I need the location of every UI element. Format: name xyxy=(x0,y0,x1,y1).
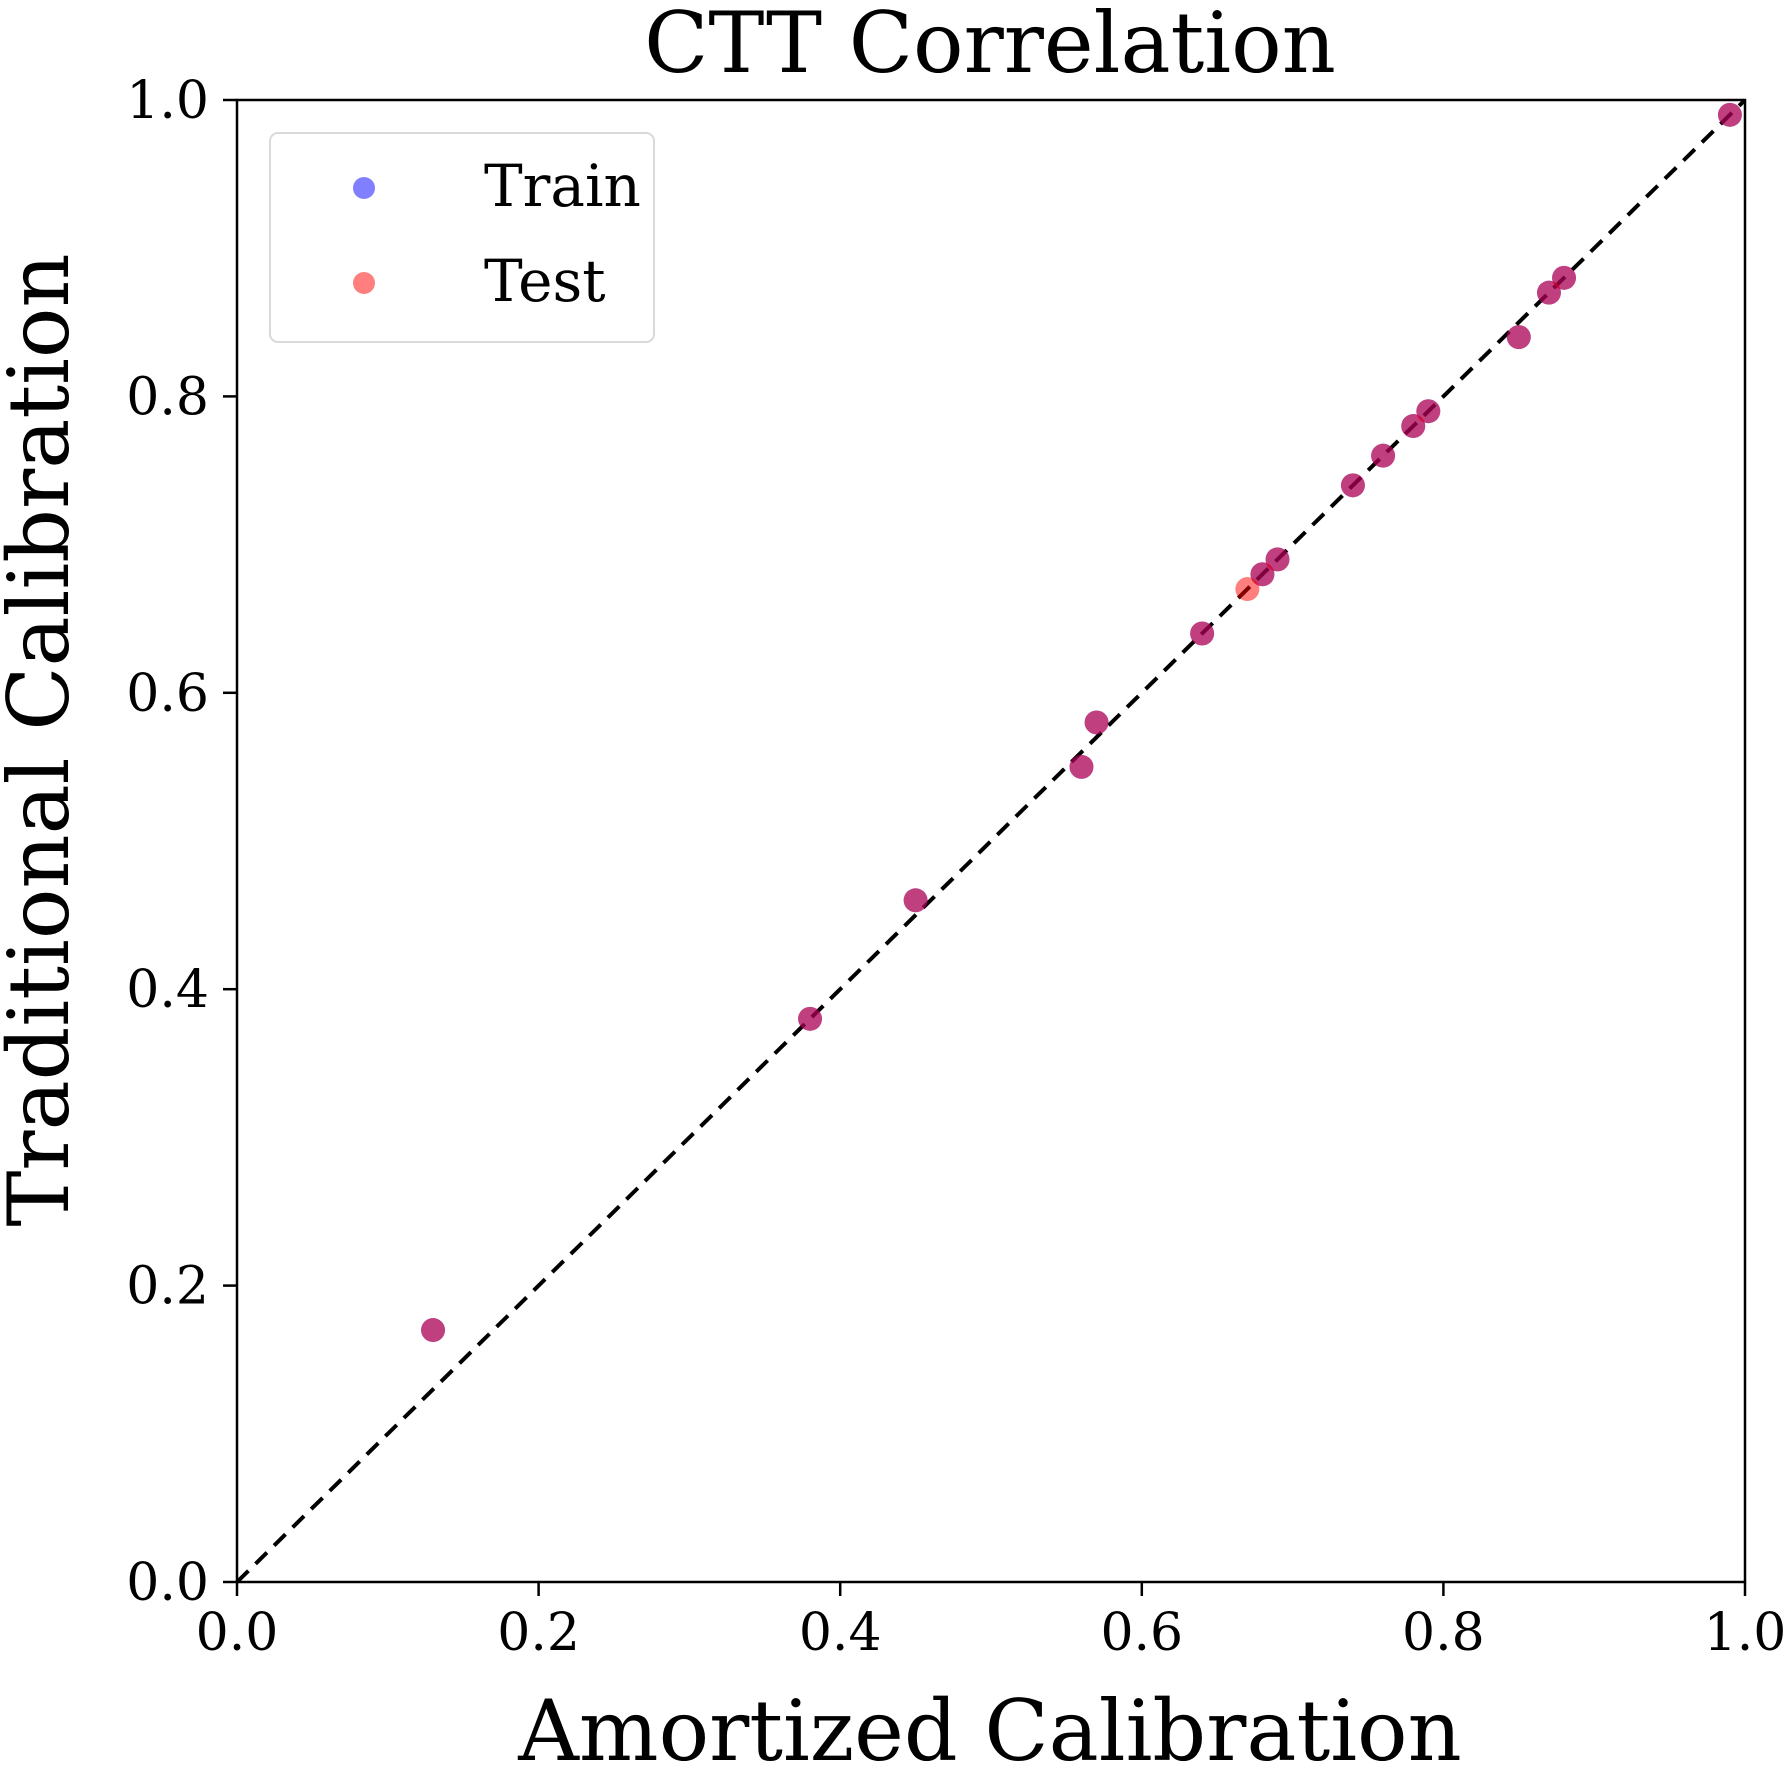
y-axis-label: Traditional Calibration xyxy=(0,253,88,1226)
point-test xyxy=(1717,102,1742,127)
point-test xyxy=(1401,414,1426,439)
point-test xyxy=(1250,562,1275,587)
x-tick-label: 0.4 xyxy=(799,1603,882,1663)
y-tick-label: 0.4 xyxy=(126,960,209,1020)
plot-frame xyxy=(235,98,1747,1584)
y-tick-label: 0.6 xyxy=(126,664,209,724)
x-tick-label: 0.8 xyxy=(1402,1603,1485,1663)
point-test xyxy=(1190,621,1215,646)
y-tick-label: 1.0 xyxy=(126,71,209,131)
legend-marker-train xyxy=(353,177,375,199)
series-test xyxy=(421,102,1742,1343)
point-test xyxy=(1265,547,1290,572)
x-tick-label: 1.0 xyxy=(1704,1603,1783,1663)
legend-marker-test xyxy=(353,272,375,294)
x-tick-label: 0.0 xyxy=(196,1603,279,1663)
point-test xyxy=(1069,754,1094,779)
point-test xyxy=(1552,265,1577,290)
chart-title: CTT Correlation xyxy=(644,0,1336,92)
legend: Train Test xyxy=(269,132,655,343)
point-test xyxy=(1235,577,1260,602)
x-tick-label: 0.6 xyxy=(1100,1603,1183,1663)
x-tick-label: 0.2 xyxy=(497,1603,580,1663)
data-points xyxy=(421,102,1742,1343)
reference-line-group xyxy=(235,98,1747,1584)
point-test xyxy=(903,888,928,913)
y-tick-label: 0.2 xyxy=(126,1257,209,1317)
plot-area xyxy=(235,98,1747,1584)
point-test xyxy=(1371,443,1396,468)
y-tick-label: 0.0 xyxy=(126,1553,209,1613)
legend-label-train: Train xyxy=(484,152,641,220)
point-test xyxy=(1416,399,1441,424)
legend-label-test: Test xyxy=(484,247,606,315)
reference-line xyxy=(235,98,1747,1584)
y-tick-label: 0.8 xyxy=(126,367,209,427)
point-test xyxy=(1084,710,1109,735)
point-test xyxy=(1536,280,1561,305)
x-axis-ticks: 0.0 0.2 0.4 0.6 0.8 1.0 xyxy=(196,1582,1783,1663)
point-test xyxy=(1340,473,1365,498)
x-axis-label: Amortized Calibration xyxy=(517,1682,1461,1780)
point-test xyxy=(421,1318,446,1343)
y-axis-ticks: 0.0 0.2 0.4 0.6 0.8 1.0 xyxy=(126,71,237,1613)
point-test xyxy=(798,1006,823,1031)
point-test xyxy=(1506,325,1531,350)
